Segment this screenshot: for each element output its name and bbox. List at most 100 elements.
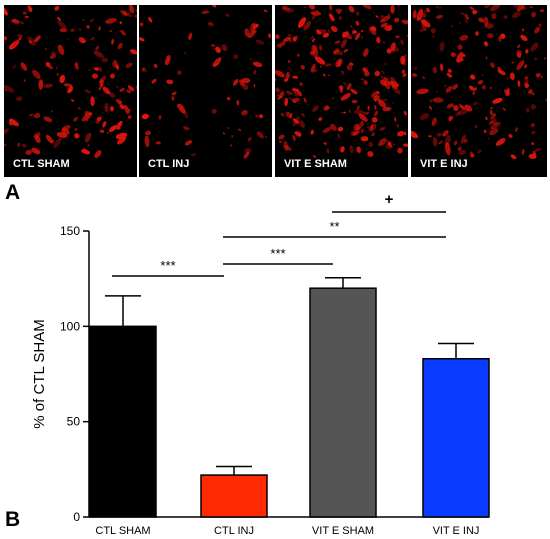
- speck: [225, 13, 230, 17]
- speck: [394, 117, 397, 122]
- speck: [34, 35, 41, 43]
- speck: [446, 149, 449, 151]
- speck: [4, 7, 8, 16]
- speck: [289, 67, 292, 72]
- speck: [489, 109, 493, 116]
- speck: [349, 144, 354, 154]
- speck: [275, 34, 280, 39]
- speck: [452, 84, 458, 90]
- speck: [330, 123, 337, 131]
- speck: [350, 25, 353, 28]
- speck: [106, 131, 110, 134]
- speck: [503, 15, 508, 19]
- speck: [431, 117, 437, 127]
- speck: [244, 148, 252, 154]
- speck: [367, 125, 373, 132]
- speck: [489, 86, 492, 89]
- speck: [4, 84, 15, 93]
- speck: [141, 68, 148, 73]
- speck: [447, 70, 450, 74]
- speck: [326, 107, 330, 110]
- speck: [292, 75, 299, 79]
- speck: [348, 109, 351, 114]
- speck: [253, 69, 257, 75]
- speck: [82, 19, 85, 21]
- speck: [127, 108, 131, 112]
- speck: [349, 62, 354, 66]
- micrograph-ctl-sham: CTL SHAM: [4, 5, 137, 177]
- speck: [105, 18, 117, 24]
- speck: [481, 74, 484, 76]
- speck: [287, 60, 291, 63]
- speck: [346, 83, 352, 91]
- speck: [98, 85, 102, 91]
- speck: [525, 49, 529, 54]
- speck: [74, 133, 80, 139]
- speck: [125, 62, 133, 69]
- speck: [459, 21, 461, 24]
- micrograph-vit-e-sham: VIT E SHAM: [275, 5, 408, 177]
- speck: [387, 78, 389, 80]
- speck: [268, 33, 271, 38]
- speck: [369, 123, 377, 132]
- speck: [404, 54, 407, 58]
- speck: [74, 127, 78, 132]
- speck: [315, 21, 318, 23]
- speck: [289, 113, 293, 119]
- speck: [497, 69, 506, 76]
- speck: [109, 128, 112, 131]
- speck: [291, 88, 299, 92]
- speck: [448, 115, 454, 120]
- speck: [392, 102, 394, 104]
- speck: [489, 114, 495, 120]
- speck: [115, 132, 128, 139]
- speck: [50, 56, 53, 59]
- speck: [299, 120, 305, 128]
- speck: [393, 143, 395, 146]
- speck: [362, 111, 369, 115]
- speck: [483, 129, 487, 133]
- speck: [374, 110, 379, 117]
- speck: [135, 8, 137, 13]
- speck: [94, 97, 98, 99]
- speck: [145, 130, 151, 136]
- speck: [252, 61, 263, 68]
- speck: [350, 88, 358, 95]
- speck: [292, 36, 297, 42]
- speck: [43, 83, 53, 88]
- speck: [371, 132, 375, 137]
- fluorescence-image: [411, 5, 547, 160]
- speck: [17, 142, 20, 147]
- speck: [242, 83, 249, 91]
- speck: [517, 44, 521, 49]
- speck: [353, 109, 364, 115]
- speck: [243, 151, 250, 159]
- speck: [94, 67, 100, 71]
- speck: [390, 5, 395, 14]
- speck: [148, 16, 153, 23]
- speck: [453, 105, 459, 112]
- speck: [362, 67, 368, 73]
- speck: [459, 104, 466, 110]
- speck: [328, 13, 335, 22]
- speck: [524, 76, 529, 80]
- speck: [531, 131, 536, 135]
- speck: [10, 47, 12, 50]
- speck: [110, 73, 115, 79]
- speck: [436, 5, 439, 9]
- speck: [61, 128, 70, 135]
- speck: [319, 65, 322, 68]
- speck: [144, 135, 150, 148]
- speck: [424, 10, 427, 13]
- speck: [333, 51, 336, 55]
- speck: [316, 29, 322, 35]
- speck: [299, 82, 303, 86]
- speck: [328, 74, 330, 77]
- speck: [446, 103, 455, 109]
- speck: [385, 140, 390, 142]
- speck: [356, 146, 361, 153]
- speck: [395, 35, 400, 38]
- speck: [436, 132, 442, 137]
- speck: [521, 6, 527, 11]
- speck: [387, 46, 400, 53]
